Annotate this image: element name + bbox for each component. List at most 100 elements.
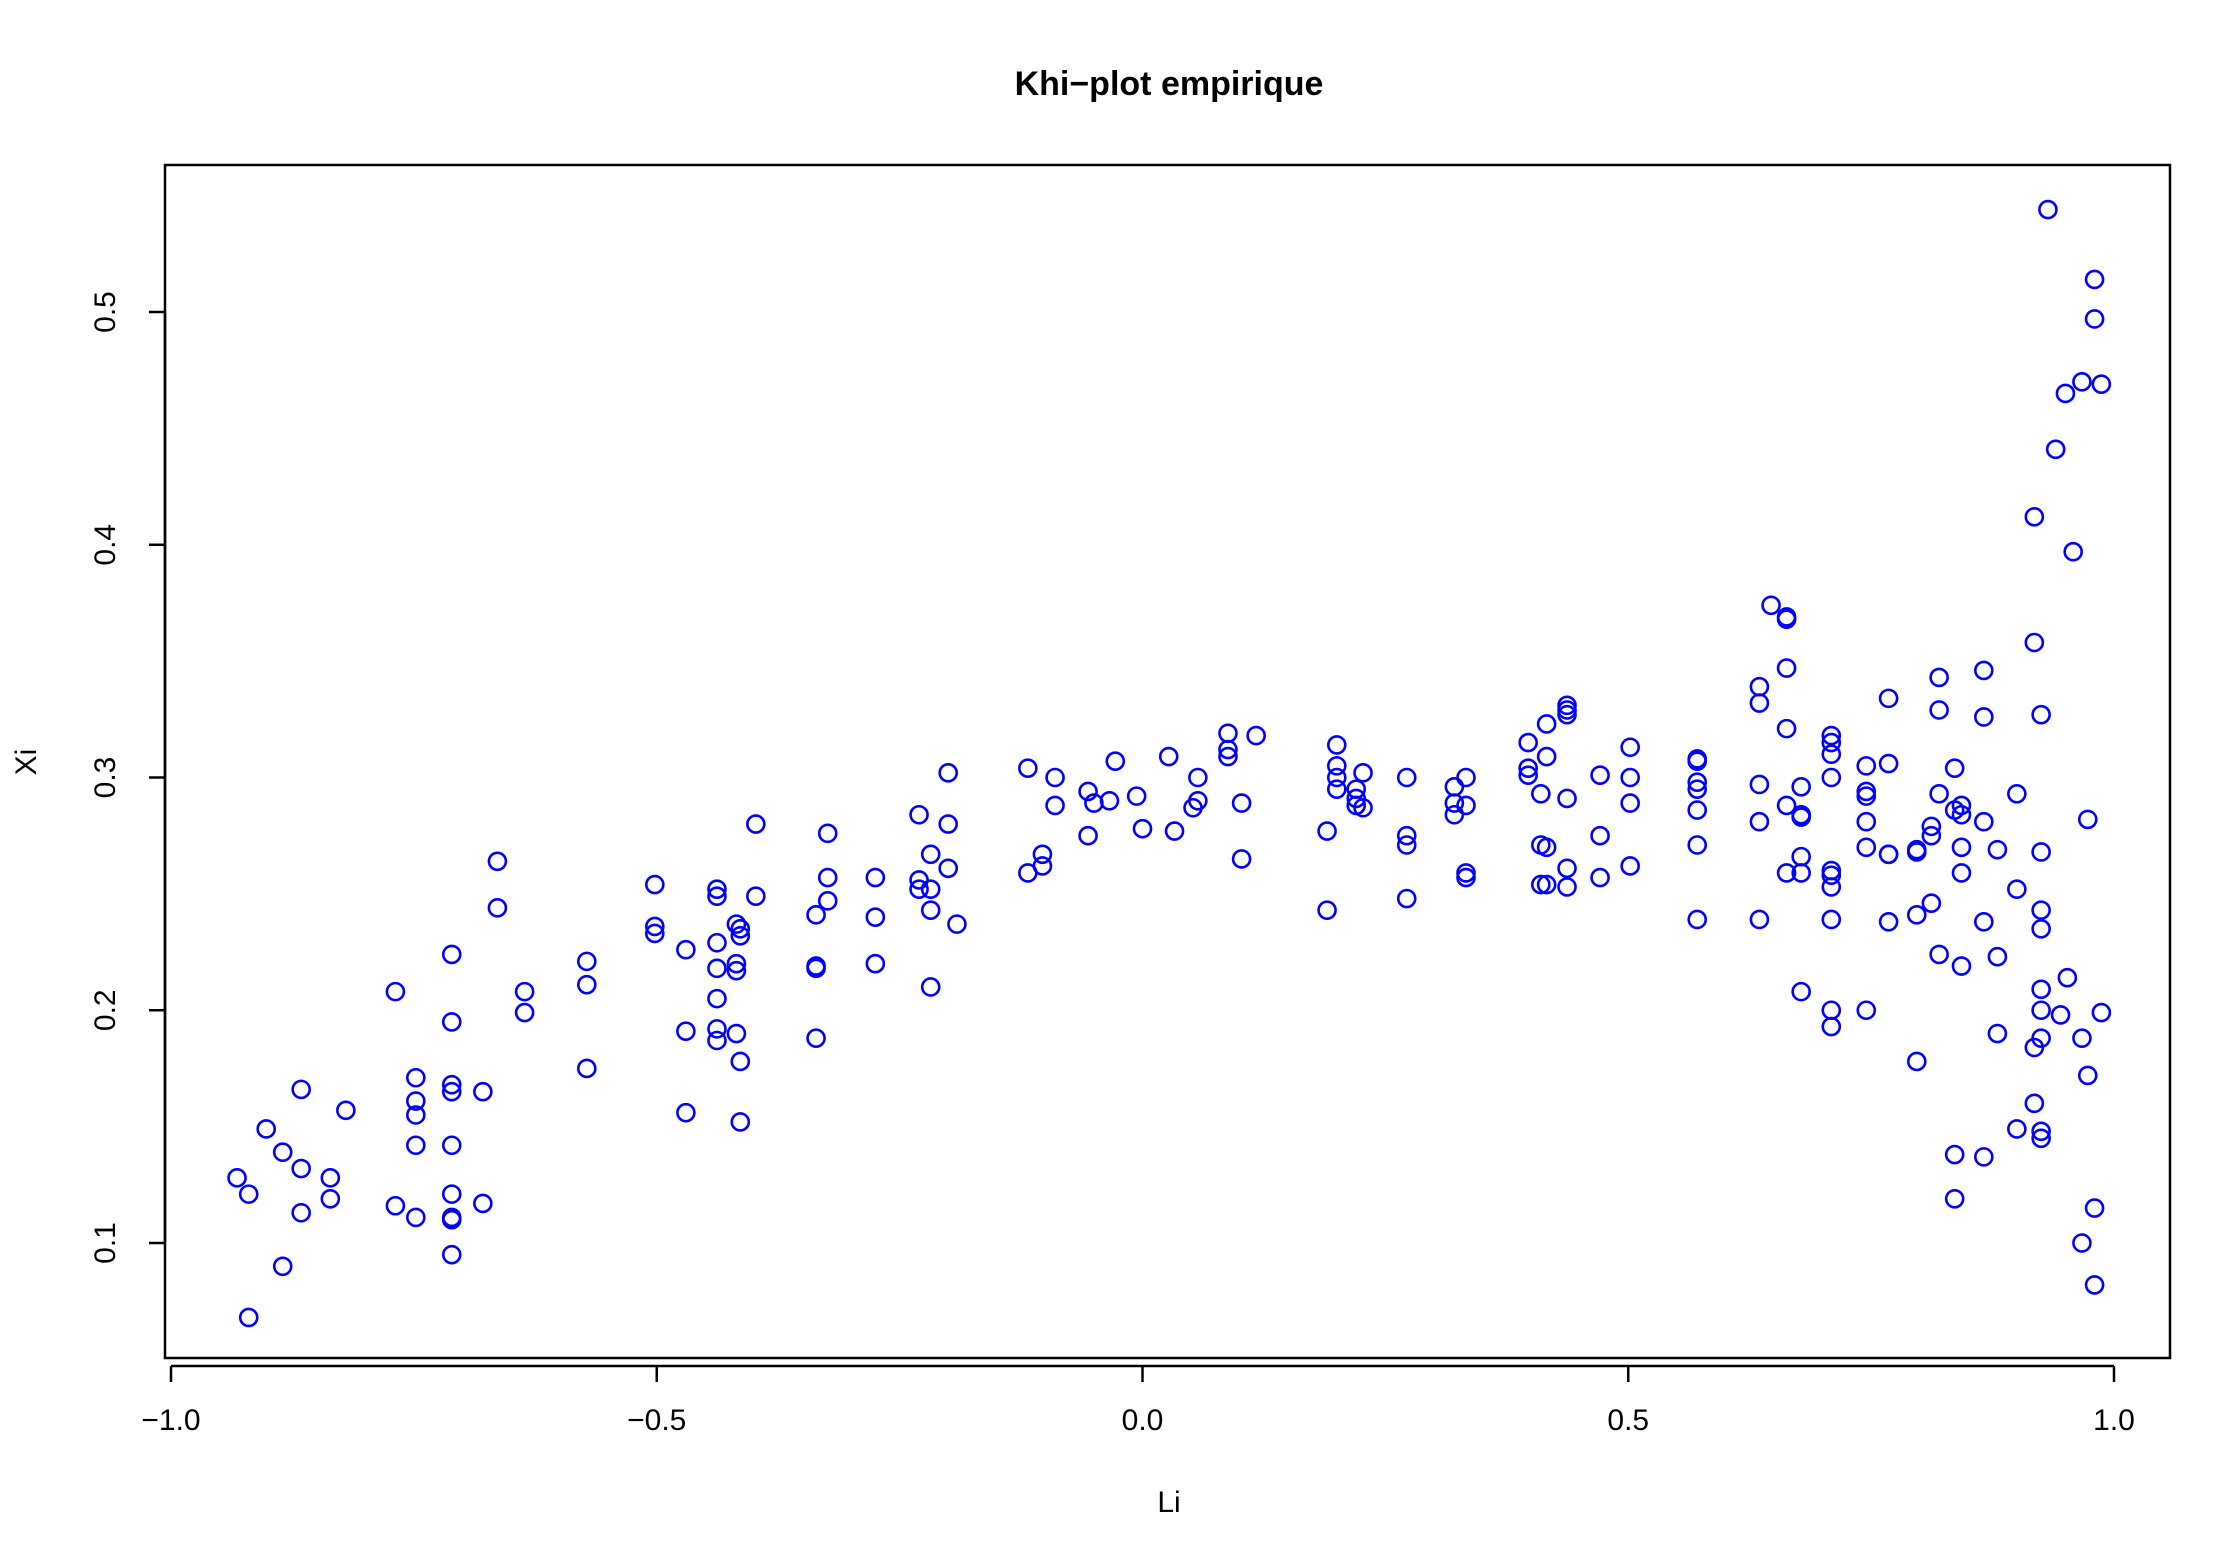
data-point [2031, 704, 2051, 725]
data-point [1921, 893, 1942, 913]
data-point [1620, 767, 1640, 788]
data-point [938, 858, 959, 879]
data-point [707, 886, 727, 907]
x-tick-label: −0.5 [627, 1404, 686, 1437]
data-point [2038, 199, 2058, 220]
data-point [1929, 944, 1949, 965]
data-point [2031, 1121, 2051, 1142]
data-point [1536, 874, 1557, 895]
data-point [1231, 793, 1252, 813]
data-point [730, 918, 751, 939]
data-point [441, 1012, 462, 1032]
data-point [1749, 774, 1770, 795]
data-point [817, 891, 838, 911]
data-point [272, 1142, 293, 1163]
data-point [2072, 1233, 2092, 1253]
data-point [909, 879, 929, 900]
data-point [1158, 746, 1179, 767]
data-point [487, 851, 508, 872]
data-point [1456, 767, 1476, 788]
data-point [817, 823, 838, 844]
data-point [256, 1119, 277, 1139]
data-point [320, 1168, 341, 1188]
y-tick-label: 0.3 [89, 757, 122, 799]
data-point [2091, 1002, 2112, 1023]
data-point [441, 1184, 462, 1204]
data-point [1687, 779, 1708, 799]
data-point [947, 914, 967, 934]
data-point [2055, 383, 2076, 404]
data-point [1921, 825, 1942, 846]
data-point [920, 900, 941, 920]
data-point [1906, 842, 1927, 862]
data-point [1164, 821, 1185, 841]
data-point [2084, 309, 2105, 329]
data-point [1944, 1188, 1965, 1209]
data-point [1856, 837, 1877, 858]
data-point [1687, 835, 1708, 855]
data-point [1974, 707, 1994, 727]
data-point [1856, 756, 1877, 776]
x-axis: −1.0 −0.5 0.0 0.5 1.0 [141, 1364, 2135, 1437]
data-point [730, 925, 751, 946]
data-point [1045, 795, 1065, 816]
data-point [1018, 758, 1038, 778]
data-point [726, 953, 747, 974]
data-point [1687, 751, 1708, 772]
data-point [2031, 1028, 2051, 1048]
data-point [1444, 804, 1465, 825]
data-point [1536, 746, 1557, 767]
data-point [676, 939, 696, 960]
data-point [577, 1058, 597, 1079]
data-point [2031, 900, 2051, 920]
data-point [1951, 863, 1972, 883]
data-point [291, 1158, 311, 1179]
data-point [865, 907, 886, 927]
data-point [1557, 877, 1577, 897]
data-point [746, 886, 766, 907]
data-point [1045, 767, 1065, 788]
data-point [909, 804, 929, 825]
data-point [1951, 795, 1972, 816]
data-point [2084, 269, 2105, 290]
data-point [1188, 767, 1208, 788]
data-point [865, 867, 886, 888]
data-point [1821, 1016, 1842, 1037]
data-point [1878, 753, 1899, 774]
data-point [1032, 856, 1053, 876]
data-point [2007, 879, 2027, 900]
data-point [1929, 783, 1949, 804]
data-point [441, 944, 462, 965]
data-point [1776, 863, 1797, 883]
data-point [1246, 725, 1266, 746]
data-point [1987, 946, 2008, 967]
data-point [1396, 835, 1417, 855]
data-point [2031, 1000, 2051, 1021]
data-point [920, 844, 941, 865]
y-tick-label: 0.1 [89, 1222, 122, 1264]
data-point [2072, 1028, 2092, 1048]
data-point [1078, 825, 1098, 846]
data-point [2031, 842, 2051, 862]
data-point [1974, 1147, 1994, 1167]
data-point [1791, 863, 1811, 883]
data-points [227, 199, 2112, 1328]
data-point [2031, 979, 2051, 1000]
x-tick-label: 0.5 [1607, 1404, 1649, 1437]
data-point [1444, 793, 1465, 813]
data-point [707, 988, 727, 1009]
data-point [2031, 1128, 2051, 1149]
data-point [406, 1207, 426, 1228]
data-point [1776, 609, 1797, 630]
data-point [385, 981, 406, 1002]
data-point [1620, 856, 1640, 876]
data-point [938, 763, 959, 783]
data-point [336, 1100, 356, 1121]
data-point [1821, 767, 1842, 788]
x-axis-label: Li [1157, 1486, 1180, 1519]
data-point [1987, 839, 2008, 860]
data-point [1776, 718, 1797, 739]
data-point [1327, 756, 1347, 776]
data-point [1518, 765, 1538, 785]
data-point [920, 977, 941, 997]
